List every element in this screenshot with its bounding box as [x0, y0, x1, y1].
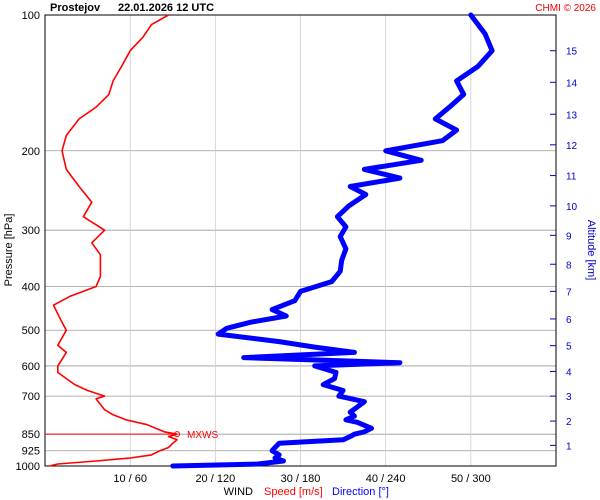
wind-tick-label: 50 / 300 — [451, 473, 491, 485]
altitude-tick-label: 10 — [566, 202, 578, 213]
pressure-tick-label: 500 — [22, 325, 40, 337]
pressure-axis-label: Pressure [hPa] — [3, 214, 15, 287]
plot-frame — [44, 14, 557, 467]
altitude-tick-label: 12 — [566, 141, 578, 152]
speed-series-line — [49, 14, 178, 467]
direction-series-line — [170, 12, 495, 469]
pressure-tick-label: 925 — [22, 446, 40, 458]
sounding-datetime: 22.01.2026 12 UTC — [118, 2, 214, 14]
wind-tick-label: 10 / 60 — [113, 473, 147, 485]
pressure-tick-labels: 100 200 300 400 500 600 700 850 925 1000 — [16, 10, 40, 473]
chmi-credit: CHMI © 2026 — [535, 3, 596, 14]
direction-axis-label: Direction [°] — [332, 486, 389, 498]
altitude-tick-label: 6 — [566, 315, 572, 326]
mxws-marker — [174, 431, 181, 438]
wind-tick-label: 30 / 180 — [281, 473, 321, 485]
mxws-label: MXWS — [187, 430, 218, 441]
altitude-tick-label: 2 — [566, 417, 572, 428]
altitude-tick-label: 13 — [566, 110, 578, 121]
altitude-axis-label: Altitude [km] — [585, 220, 597, 281]
altitude-tick-label: 3 — [566, 392, 572, 403]
pressure-tick-label: 200 — [22, 146, 40, 158]
pressure-tick-label: 700 — [22, 391, 40, 403]
pressure-tick-label: 100 — [22, 10, 40, 22]
speed-axis-label: Speed [m/s] — [264, 486, 323, 498]
altitude-tick-label: 7 — [566, 287, 572, 298]
altitude-tick-label: 1 — [566, 441, 572, 452]
altitude-tick-label: 5 — [566, 342, 572, 353]
altitude-tick-label: 15 — [566, 47, 578, 58]
mxws-annotation: MXWS — [45, 430, 218, 441]
pressure-tick-label: 600 — [22, 361, 40, 373]
altitude-tick-label: 11 — [566, 172, 577, 183]
pressure-tick-label: 1000 — [16, 461, 40, 473]
altitude-tick-label: 4 — [566, 367, 572, 378]
series-layer — [49, 12, 495, 469]
wind-tick-label: 40 / 240 — [366, 473, 406, 485]
wind-tick-labels: 10 / 60 20 / 120 30 / 180 40 / 240 50 / 300 — [113, 473, 490, 485]
station-name: Prostejov — [50, 2, 101, 14]
pressure-tick-label: 300 — [22, 225, 40, 237]
altitude-tick-label: 8 — [566, 260, 572, 271]
altitude-tick-label: 14 — [566, 78, 578, 89]
pressure-tick-label: 850 — [22, 429, 40, 441]
wind-axis-title: WIND — [224, 486, 253, 498]
altitude-tick-label: 9 — [566, 231, 572, 242]
pressure-tick-label: 400 — [22, 282, 40, 294]
wind-tick-label: 20 / 120 — [195, 473, 235, 485]
wind-gridlines — [129, 15, 472, 466]
